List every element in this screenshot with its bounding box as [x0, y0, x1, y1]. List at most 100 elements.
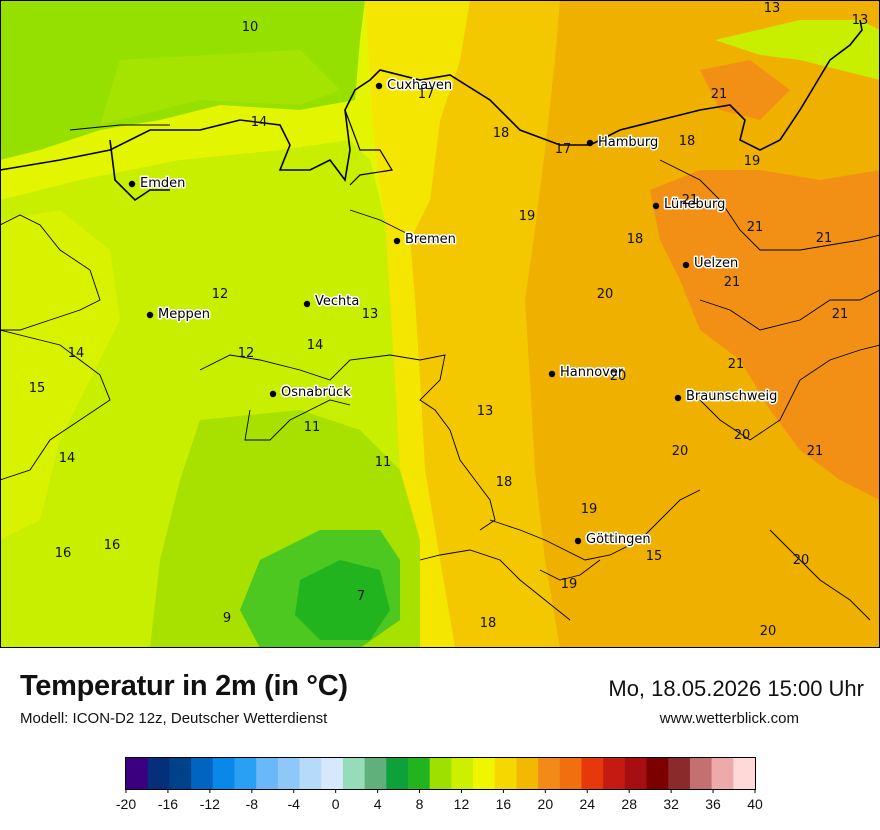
cold-core-7 [295, 560, 390, 640]
website-link[interactable]: www.wetterblick.com [659, 710, 799, 727]
temp-value: 21 [816, 231, 833, 246]
temp-value: 21 [682, 193, 699, 208]
land-borders [0, 159, 880, 621]
legend-swatch [711, 758, 734, 789]
legend-swatch [321, 758, 344, 789]
temp-value: 14 [68, 346, 85, 361]
temp-value: 18 [496, 475, 513, 490]
temp-value: 20 [610, 369, 627, 384]
north-sea-lighter [100, 50, 340, 125]
legend-tick-label: -16 [158, 796, 178, 812]
temp-value: 21 [728, 357, 745, 372]
legend-swatch [191, 758, 214, 789]
legend-swatch [126, 758, 149, 789]
temp-value: 21 [832, 307, 849, 322]
city-label: Meppen [158, 307, 210, 322]
temp-value: 13 [477, 404, 494, 419]
borders [0, 19, 863, 202]
temp-value: 19 [581, 502, 598, 517]
temp-value: 21 [711, 87, 728, 102]
legend-swatch [169, 758, 192, 789]
color-legend: -20 -16 -12 -8 -4 0 4 8 12 16 20 24 28 32 36 40 [116, 757, 763, 812]
legend-tick-label: 36 [705, 796, 721, 812]
legend-swatch [342, 758, 365, 789]
temp-value: 21 [747, 220, 764, 235]
city-uelzen[interactable]: Uelzen [682, 255, 740, 273]
temp-value: 21 [724, 275, 741, 290]
city-label: Osnabrück [281, 385, 351, 400]
hot-region-22 [650, 170, 880, 500]
city-lueneburg[interactable]: Lüneburg [652, 196, 727, 214]
city-bremen[interactable]: Bremen [393, 231, 457, 249]
legend-swatch [256, 758, 279, 789]
city-osnabrueck[interactable]: Osnabrück [269, 384, 353, 402]
temp-value: 18 [480, 616, 497, 631]
legend-tick-label: 40 [747, 796, 763, 812]
city-label: Cuxhaven [387, 78, 452, 93]
legend-swatch [668, 758, 691, 789]
temp-value: 10 [242, 20, 259, 35]
city-label: Braunschweig [686, 389, 777, 404]
city-label: Emden [140, 176, 185, 191]
city-emden[interactable]: Emden [128, 175, 187, 193]
city-label: Lüneburg [664, 197, 725, 212]
cool-region-15-16 [0, 210, 120, 540]
legend-swatch [407, 758, 431, 789]
city-hamburg[interactable]: Hamburg [586, 134, 660, 152]
legend-tick-label: 12 [454, 796, 470, 812]
temp-value: 19 [744, 154, 761, 169]
legend-swatch [559, 758, 582, 789]
legend-tick-label: -20 [116, 796, 136, 812]
legend-swatch [212, 758, 235, 789]
map-title: Temperatur in 2m (in °C) [20, 670, 348, 702]
legend-swatch [299, 758, 322, 789]
legend-swatch [147, 758, 170, 789]
temp-value: 14 [251, 115, 268, 130]
legend-tick-label: 0 [332, 796, 340, 812]
city-hannover[interactable]: Hannover [548, 364, 625, 382]
temp-value: 13 [362, 307, 379, 322]
legend-swatch [451, 758, 474, 789]
temp-value: 20 [597, 287, 614, 302]
temp-value: 20 [760, 624, 777, 639]
temp-value: 14 [59, 451, 76, 466]
city-label: Uelzen [694, 256, 738, 271]
city-braunschweig[interactable]: Braunschweig [674, 388, 779, 406]
temp-value: 11 [304, 420, 321, 435]
legend-swatches [126, 758, 756, 789]
temp-value: 18 [493, 126, 510, 141]
temp-value: 9 [223, 611, 231, 626]
city-vechta[interactable]: Vechta [303, 293, 361, 311]
legend-swatch [646, 758, 669, 789]
legend-swatch [538, 758, 561, 789]
city-meppen[interactable]: Meppen [146, 306, 211, 324]
temp-value: 18 [627, 232, 644, 247]
legend-swatch [624, 758, 647, 789]
temperature-map: Cuxhaven Hamburg Emden Lüneburg Bremen U… [0, 0, 880, 648]
legend-swatch [234, 758, 257, 789]
temp-value: 16 [55, 546, 72, 561]
temp-value: 13 [764, 1, 781, 16]
legend-swatch [473, 758, 496, 789]
temp-value: 11 [375, 455, 392, 470]
legend-tick-label: 28 [621, 796, 637, 812]
city-cuxhaven[interactable]: Cuxhaven [375, 77, 454, 95]
temp-value: 19 [519, 209, 536, 224]
legend-swatch [689, 758, 713, 789]
city-goettingen[interactable]: Göttingen [574, 531, 652, 549]
temp-value: 20 [734, 428, 751, 443]
temp-value: 12 [238, 346, 255, 361]
legend-swatch [277, 758, 300, 789]
legend-frame [125, 757, 756, 790]
legend-tick-label: 24 [579, 796, 595, 812]
legend-swatch [494, 758, 517, 789]
elbe-green [715, 20, 880, 80]
temp-value: 20 [793, 553, 810, 568]
legend-ticks: -20 -16 -12 -8 -4 0 4 8 12 16 20 24 28 32 36 40 [116, 789, 763, 812]
legend-tick-label: -12 [200, 796, 220, 812]
temp-value: 16 [104, 538, 121, 553]
legend-tick-label: -8 [246, 796, 259, 812]
city-label: Bremen [405, 232, 456, 247]
temperature-labels: 10 13 13 17 21 14 18 17 18 19 21 18 21 1… [29, 1, 869, 639]
temp-value: 21 [807, 444, 824, 459]
